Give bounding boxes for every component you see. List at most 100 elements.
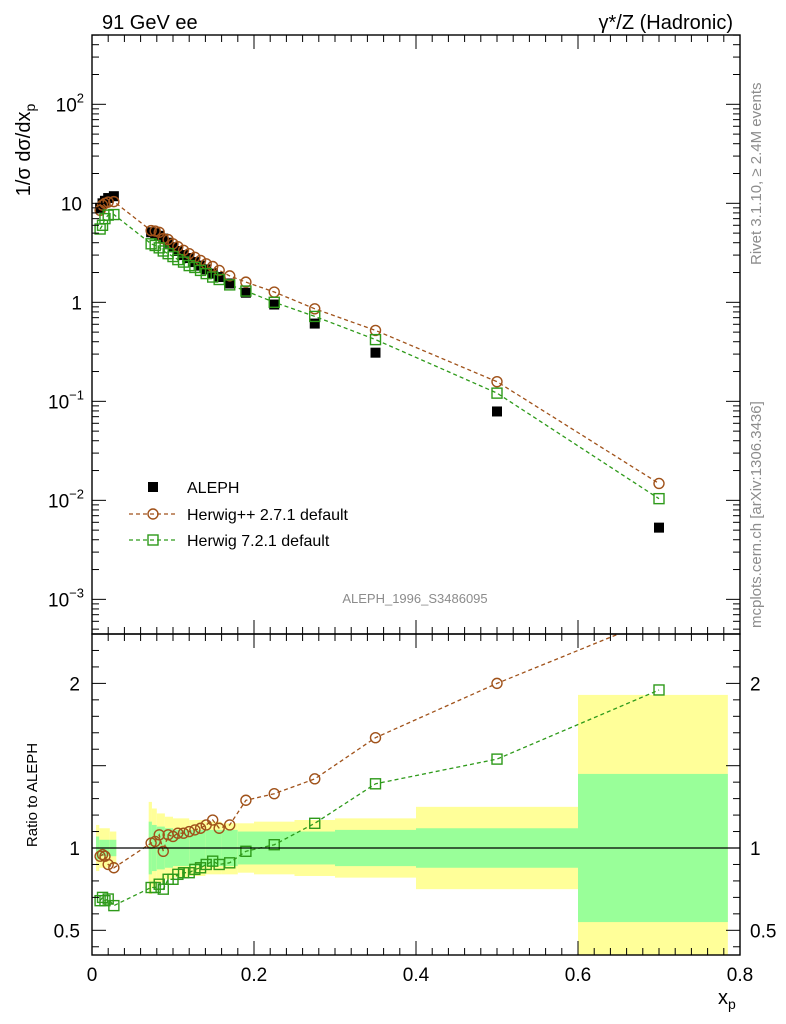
ratio-point-herwig-2-7-1-default-3 [102, 858, 114, 871]
main-point-aleph-24 [492, 406, 502, 417]
ratio-point-herwig-7-2-1-default-17 [206, 855, 219, 867]
ratio-point-herwig-7-2-1-default-6 [149, 881, 161, 894]
ratio-point-herwig-2-7-1-default-18 [213, 822, 225, 834]
main-point-aleph-25 [654, 522, 664, 533]
ratio-point-herwig-2-7-1-default-24 [491, 677, 503, 690]
ratio-point-herwig-2-7-1-default-21 [268, 787, 280, 800]
ratio-point-herwig-2-7-1-default-14 [189, 824, 201, 836]
main-point-herwig-2-7-1-default-5 [145, 224, 157, 237]
ratio-point-herwig-7-2-1-default-19 [223, 857, 236, 869]
ratio-uncertainty-bands [96, 694, 728, 955]
main-y-tick-label-4: 10−2 [48, 486, 84, 512]
main-point-herwig-2-7-1-default-20 [240, 276, 252, 288]
ratio-y-tick-label-1: 1 [69, 839, 80, 860]
ratio-y-tick-label-0: 0.5 [54, 921, 80, 942]
ratio-point-herwig-2-7-1-default-20 [240, 794, 252, 806]
ratio-point-herwig-7-2-1-default-21 [268, 839, 280, 851]
side-text-rivet: Rivet 3.1.10, ≥ 2.4M events [748, 83, 765, 266]
ratio-point-herwig-7-2-1-default-24 [491, 753, 503, 765]
legend: ALEPH Herwig++ 2.7.1 default Herwig 7.2.1 … [129, 480, 349, 550]
main-y-tick-label-5: 10−3 [48, 585, 84, 611]
main-point-herwig-7-2-1-default-2 [99, 212, 111, 225]
series-lines [99, 200, 660, 907]
ratio-point-herwig-2-7-1-default-17 [206, 814, 219, 826]
legend-marker-herwig-2-7-1-default [147, 508, 159, 520]
main-point-herwig-2-7-1-default-24 [491, 375, 503, 388]
main-point-herwig-7-2-1-default-24 [491, 387, 503, 399]
ratio-point-herwig-2-7-1-default-7 [153, 829, 165, 841]
ratio-y-tick-label-right-2: 2 [750, 674, 761, 695]
main-point-herwig-7-2-1-default-1 [96, 219, 109, 231]
main-y-axis-label: 1/σ dσ/dxp [13, 104, 38, 197]
main-point-aleph-22 [309, 318, 320, 329]
main-point-aleph-20 [240, 287, 251, 298]
ratio-point-herwig-7-2-1-default-22 [309, 817, 321, 830]
ratio-y-tick-label-right-0: 0.5 [750, 921, 776, 942]
legend-label-herwig-7-2-1-default: Herwig 7.2.1 default [187, 533, 330, 550]
ratio-y-tick-label-2: 2 [69, 674, 80, 695]
main-point-herwig-7-2-1-default-7 [153, 242, 165, 254]
analysis-label: ALEPH_1996_S3486095 [342, 591, 487, 606]
main-point-herwig-2-7-1-default-3 [102, 196, 114, 208]
main-point-herwig-7-2-1-default-23 [369, 333, 382, 346]
main-point-aleph-3 [103, 193, 114, 204]
title-left: 91 GeV ee [102, 12, 198, 34]
ratio-point-herwig-2-7-1-default-15 [194, 822, 207, 834]
main-point-herwig-7-2-1-default-16 [200, 267, 212, 280]
ratio-point-herwig-7-2-1-default-16 [200, 858, 212, 871]
main-point-herwig-7-2-1-default-4 [108, 208, 120, 221]
x-tick-label-3: 0.6 [565, 965, 591, 986]
x-tick-label-2: 0.4 [403, 965, 430, 986]
main-point-herwig-2-7-1-default-4 [108, 195, 120, 208]
legend-label-aleph: ALEPH [187, 480, 239, 497]
main-y-tick-label-2: 1 [71, 293, 82, 314]
x-tick-label-0: 0 [87, 965, 98, 986]
main-point-herwig-2-7-1-default-25 [653, 477, 665, 490]
main-point-herwig-7-2-1-default-22 [309, 310, 321, 323]
main-point-herwig-2-7-1-default-7 [153, 226, 165, 238]
main-point-herwig-7-2-1-default-17 [206, 271, 219, 283]
main-point-herwig-7-2-1-default-20 [240, 285, 252, 297]
ratio-point-herwig-2-7-1-default-1 [96, 848, 109, 861]
ratio-line-herwig-2-7-1-default [99, 634, 621, 869]
side-text-mcplots: mcplots.cern.ch [arXiv:1306.3436] [748, 401, 765, 628]
ratio-y-tick-label-right-1: 1 [750, 839, 761, 860]
legend-marker-aleph [148, 482, 158, 492]
ratio-point-herwig-2-7-1-default-11 [172, 827, 184, 839]
main-point-aleph-19 [224, 278, 235, 289]
ratio-y-axis-label: Ratio to ALEPH [24, 743, 41, 847]
axes: 102 10 1 10−1 10−2 10−3 0.5 0.5 1 1 2 2 0 0.2 0.4 0.6 0.… [48, 34, 776, 986]
ratio-point-herwig-2-7-1-default-19 [223, 819, 236, 831]
main-y-tick-label-3: 10−1 [48, 387, 84, 413]
x-tick-label-4: 0.8 [727, 965, 753, 986]
main-point-herwig-7-2-1-default-19 [223, 279, 236, 291]
legend-label-herwig-2-7-1-default: Herwig++ 2.7.1 default [187, 507, 349, 524]
main-y-tick-label-1: 10 [61, 194, 82, 215]
main-point-herwig-2-7-1-default-23 [369, 324, 382, 337]
main-y-tick-label-0: 102 [56, 90, 84, 116]
main-point-herwig-2-7-1-default-18 [213, 264, 225, 277]
title-right: γ*/Z (Hadronic) [599, 12, 733, 34]
main-point-herwig-7-2-1-default-5 [145, 238, 157, 250]
main-point-aleph-18 [214, 272, 225, 283]
main-point-herwig-2-7-1-default-22 [309, 303, 321, 315]
ratio-point-herwig-7-2-1-default-20 [240, 845, 252, 857]
ratio-point-herwig-2-7-1-default-12 [177, 827, 190, 839]
ratio-point-herwig-2-7-1-default-13 [183, 825, 195, 838]
ratio-point-herwig-2-7-1-default-4 [108, 862, 120, 874]
ratio-point-herwig-2-7-1-default-22 [309, 773, 321, 785]
ratio-point-herwig-7-2-1-default-23 [369, 778, 382, 790]
x-tick-label-1: 0.2 [241, 965, 267, 986]
main-point-aleph-17 [207, 268, 218, 279]
main-point-aleph-21 [269, 299, 280, 310]
main-line-herwig-7-2-1-default [99, 213, 660, 500]
main-point-herwig-7-2-1-default-25 [653, 492, 665, 505]
ratio-point-herwig-7-2-1-default-25 [653, 684, 665, 696]
ratio-point-herwig-7-2-1-default-4 [108, 899, 120, 912]
ratio-point-herwig-2-7-1-default-0 [94, 850, 106, 862]
main-point-aleph-23 [370, 347, 381, 358]
x-axis-label: xp [718, 987, 736, 1012]
ratio-point-herwig-2-7-1-default-23 [369, 732, 382, 744]
legend-marker-herwig-7-2-1-default [147, 534, 159, 546]
